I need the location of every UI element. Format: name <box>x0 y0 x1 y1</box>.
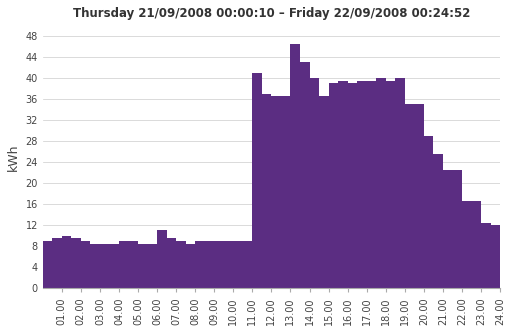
Bar <box>62 236 71 288</box>
Bar <box>386 80 395 288</box>
Bar <box>110 244 119 288</box>
Bar <box>262 94 271 288</box>
Bar <box>310 78 319 288</box>
Bar <box>52 238 62 288</box>
Bar <box>147 244 157 288</box>
Bar <box>395 78 405 288</box>
Bar <box>472 202 481 288</box>
Bar <box>281 96 290 288</box>
Bar <box>376 78 386 288</box>
Bar <box>176 241 186 288</box>
Bar <box>319 96 329 288</box>
Title: Thursday 21/09/2008 00:00:10 – Friday 22/09/2008 00:24:52: Thursday 21/09/2008 00:00:10 – Friday 22… <box>73 7 470 20</box>
Bar <box>414 104 424 288</box>
Bar <box>166 238 176 288</box>
Bar <box>290 44 300 288</box>
Bar <box>214 241 224 288</box>
Bar <box>71 238 81 288</box>
Bar <box>481 222 490 288</box>
Y-axis label: kWh: kWh <box>7 143 20 171</box>
Bar <box>453 170 462 288</box>
Bar <box>329 83 338 288</box>
Bar <box>119 241 129 288</box>
Bar <box>243 241 252 288</box>
Bar <box>186 244 195 288</box>
Bar <box>233 241 243 288</box>
Bar <box>205 241 214 288</box>
Bar <box>300 62 310 288</box>
Bar <box>195 241 205 288</box>
Bar <box>129 241 138 288</box>
Bar <box>271 96 281 288</box>
Bar <box>357 80 367 288</box>
Bar <box>348 83 357 288</box>
Bar <box>462 202 472 288</box>
Bar <box>433 154 443 288</box>
Bar <box>138 244 147 288</box>
Bar <box>367 80 376 288</box>
Bar <box>252 73 262 288</box>
Bar <box>157 230 166 288</box>
Bar <box>91 244 100 288</box>
Bar <box>100 244 110 288</box>
Bar <box>405 104 414 288</box>
Bar <box>81 241 91 288</box>
Bar <box>42 241 52 288</box>
Bar <box>424 136 433 288</box>
Bar <box>490 225 500 288</box>
Bar <box>443 170 453 288</box>
Bar <box>338 80 348 288</box>
Bar <box>224 241 233 288</box>
